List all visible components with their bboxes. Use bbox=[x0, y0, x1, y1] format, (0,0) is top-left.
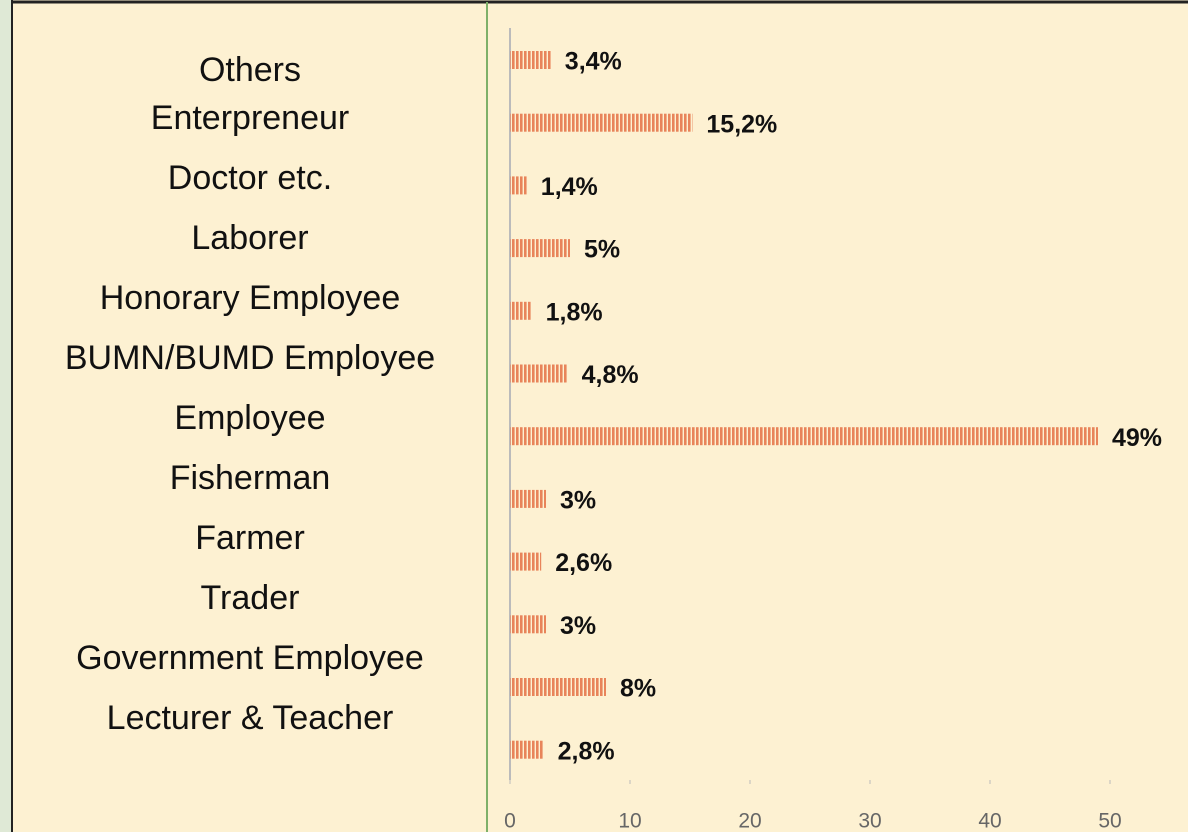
value-label: 8% bbox=[620, 675, 656, 703]
bar bbox=[510, 615, 546, 633]
x-tick-label: 30 bbox=[858, 810, 881, 832]
bar bbox=[510, 427, 1098, 445]
bar bbox=[510, 114, 692, 132]
value-label: 1,4% bbox=[541, 173, 598, 201]
category-label: Others bbox=[199, 51, 301, 89]
value-label: 1,8% bbox=[546, 298, 603, 326]
x-tick-label: 0 bbox=[504, 810, 516, 832]
bar bbox=[510, 365, 568, 383]
category-label: Trader bbox=[201, 579, 300, 617]
x-tick-label: 20 bbox=[738, 810, 761, 832]
value-label: 5% bbox=[584, 236, 620, 264]
value-label: 49% bbox=[1112, 424, 1162, 452]
bar bbox=[510, 239, 570, 257]
value-label: 3,4% bbox=[565, 48, 622, 76]
category-label: Enterpreneur bbox=[151, 99, 349, 137]
value-label: 3% bbox=[560, 612, 596, 640]
value-label: 15,2% bbox=[706, 110, 777, 138]
page: {"chart_data": {"type": "bar", "orientat… bbox=[0, 0, 1188, 832]
category-label: BUMN/BUMD Employee bbox=[65, 339, 435, 377]
category-label: Employee bbox=[174, 399, 325, 437]
value-label: 4,8% bbox=[582, 361, 639, 389]
x-tick-label: 10 bbox=[618, 810, 641, 832]
bar bbox=[510, 553, 541, 571]
category-label: Fisherman bbox=[170, 459, 331, 497]
category-label: Honorary Employee bbox=[100, 279, 400, 317]
category-label: Doctor etc. bbox=[168, 159, 332, 197]
value-label: 3% bbox=[560, 487, 596, 515]
bar bbox=[510, 51, 551, 69]
value-label: 2,6% bbox=[555, 549, 612, 577]
chart: 0 10 20 30 40 50 Others 3,4% Enterpreneur 15,2% Do… bbox=[0, 0, 1188, 832]
bar bbox=[510, 741, 544, 759]
bar bbox=[510, 678, 606, 696]
x-tick-label: 40 bbox=[978, 810, 1001, 832]
category-label: Lecturer & Teacher bbox=[107, 699, 394, 737]
category-label: Laborer bbox=[191, 219, 308, 257]
left-strip bbox=[0, 0, 12, 832]
x-tick-label: 50 bbox=[1098, 810, 1121, 832]
bar bbox=[510, 176, 527, 194]
bar bbox=[510, 302, 532, 320]
bar bbox=[510, 490, 546, 508]
value-label: 2,8% bbox=[558, 737, 615, 765]
category-label: Government Employee bbox=[76, 639, 424, 677]
category-label: Farmer bbox=[195, 519, 305, 557]
